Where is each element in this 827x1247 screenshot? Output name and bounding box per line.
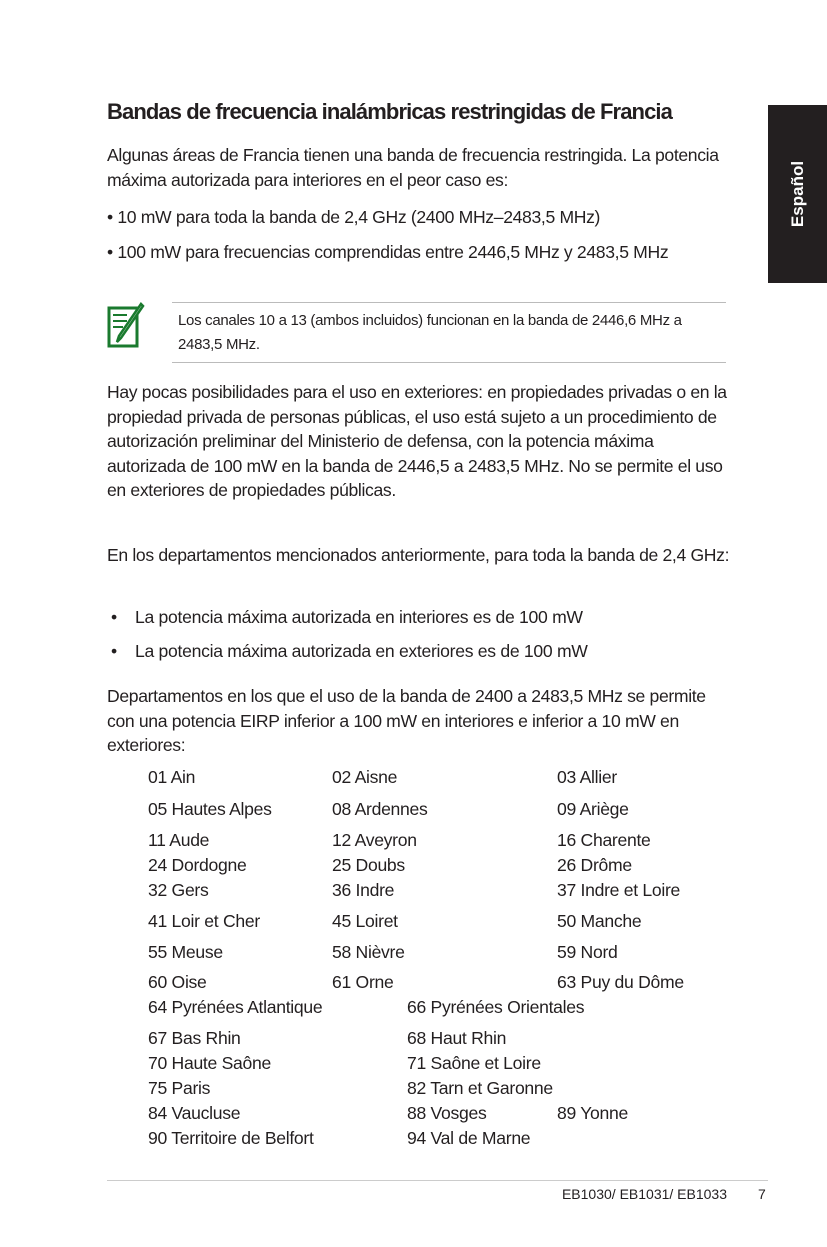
department-entry: 63 Puy du Dôme bbox=[557, 972, 684, 992]
department-entry: 12 Aveyron bbox=[332, 830, 417, 850]
department-entry: 59 Nord bbox=[557, 942, 618, 962]
department-entry: 02 Aisne bbox=[332, 767, 398, 787]
department-entry: 25 Doubs bbox=[332, 855, 405, 875]
department-entry: 08 Ardennes bbox=[332, 799, 428, 819]
bullet-item: La potencia máxima autorizada en exterio… bbox=[135, 641, 588, 661]
department-entry: 09 Ariège bbox=[557, 799, 629, 819]
eirp-paragraph: Departamentos en los que el uso de la ba… bbox=[107, 686, 706, 755]
department-entry: 84 Vaucluse bbox=[148, 1103, 241, 1123]
note-text: Los canales 10 a 13 (ambos incluidos) fu… bbox=[178, 312, 682, 353]
department-entry: 94 Val de Marne bbox=[407, 1128, 531, 1148]
intro-paragraph: Algunas áreas de Francia tienen una band… bbox=[107, 145, 719, 190]
bullet-item: • 10 mW para toda la banda de 2,4 GHz (2… bbox=[107, 207, 601, 227]
department-entry: 61 Orne bbox=[332, 972, 394, 992]
footer-rule bbox=[107, 1180, 768, 1181]
department-entry: 55 Meuse bbox=[148, 942, 223, 962]
department-entry: 24 Dordogne bbox=[148, 855, 247, 875]
language-tab: Español bbox=[768, 105, 827, 283]
departments-paragraph: En los departamentos mencionados anterio… bbox=[107, 545, 730, 565]
department-entry: 41 Loir et Cher bbox=[148, 911, 260, 931]
department-entry: 90 Territoire de Belfort bbox=[148, 1128, 314, 1148]
department-entry: 75 Paris bbox=[148, 1078, 211, 1098]
note-pencil-icon bbox=[107, 302, 145, 348]
department-entry: 71 Saône et Loire bbox=[407, 1053, 541, 1073]
department-entry: 16 Charente bbox=[557, 830, 651, 850]
department-entry: 45 Loiret bbox=[332, 911, 398, 931]
bullet-dot: • bbox=[111, 607, 117, 627]
language-tab-label: Español bbox=[787, 160, 807, 228]
department-entry: 01 Ain bbox=[148, 767, 196, 787]
department-entry: 89 Yonne bbox=[557, 1103, 628, 1123]
department-entry: 82 Tarn et Garonne bbox=[407, 1078, 553, 1098]
department-entry: 37 Indre et Loire bbox=[557, 880, 681, 900]
bullet-item: • 100 mW para frecuencias comprendidas e… bbox=[107, 242, 669, 262]
page-number: 7 bbox=[758, 1186, 766, 1202]
department-entry: 50 Manche bbox=[557, 911, 642, 931]
section-title: Bandas de frecuencia inalámbricas restri… bbox=[107, 99, 673, 124]
bullet-item: La potencia máxima autorizada en interio… bbox=[135, 607, 583, 627]
department-entry: 67 Bas Rhin bbox=[148, 1028, 241, 1048]
department-entry: 11 Aude bbox=[148, 830, 210, 850]
department-entry: 36 Indre bbox=[332, 880, 395, 900]
department-entry: 05 Hautes Alpes bbox=[148, 799, 272, 819]
department-entry: 26 Drôme bbox=[557, 855, 632, 875]
department-entry: 32 Gers bbox=[148, 880, 209, 900]
department-entry: 88 Vosges bbox=[407, 1103, 487, 1123]
outdoor-paragraph: Hay pocas posibilidades para el uso en e… bbox=[107, 382, 727, 500]
department-entry: 70 Haute Saône bbox=[148, 1053, 271, 1073]
department-entry: 58 Nièvre bbox=[332, 942, 405, 962]
department-entry: 64 Pyrénées Atlantique bbox=[148, 997, 323, 1017]
department-entry: 03 Allier bbox=[557, 767, 617, 787]
department-entry: 60 Oise bbox=[148, 972, 207, 992]
footer-models: EB1030/ EB1031/ EB1033 bbox=[561, 1186, 727, 1202]
department-entry: 68 Haut Rhin bbox=[407, 1028, 507, 1048]
note-bottom-rule bbox=[172, 362, 726, 363]
note-top-rule bbox=[172, 302, 726, 303]
department-entry: 66 Pyrénées Orientales bbox=[407, 997, 585, 1017]
bullet-dot: • bbox=[111, 641, 117, 661]
